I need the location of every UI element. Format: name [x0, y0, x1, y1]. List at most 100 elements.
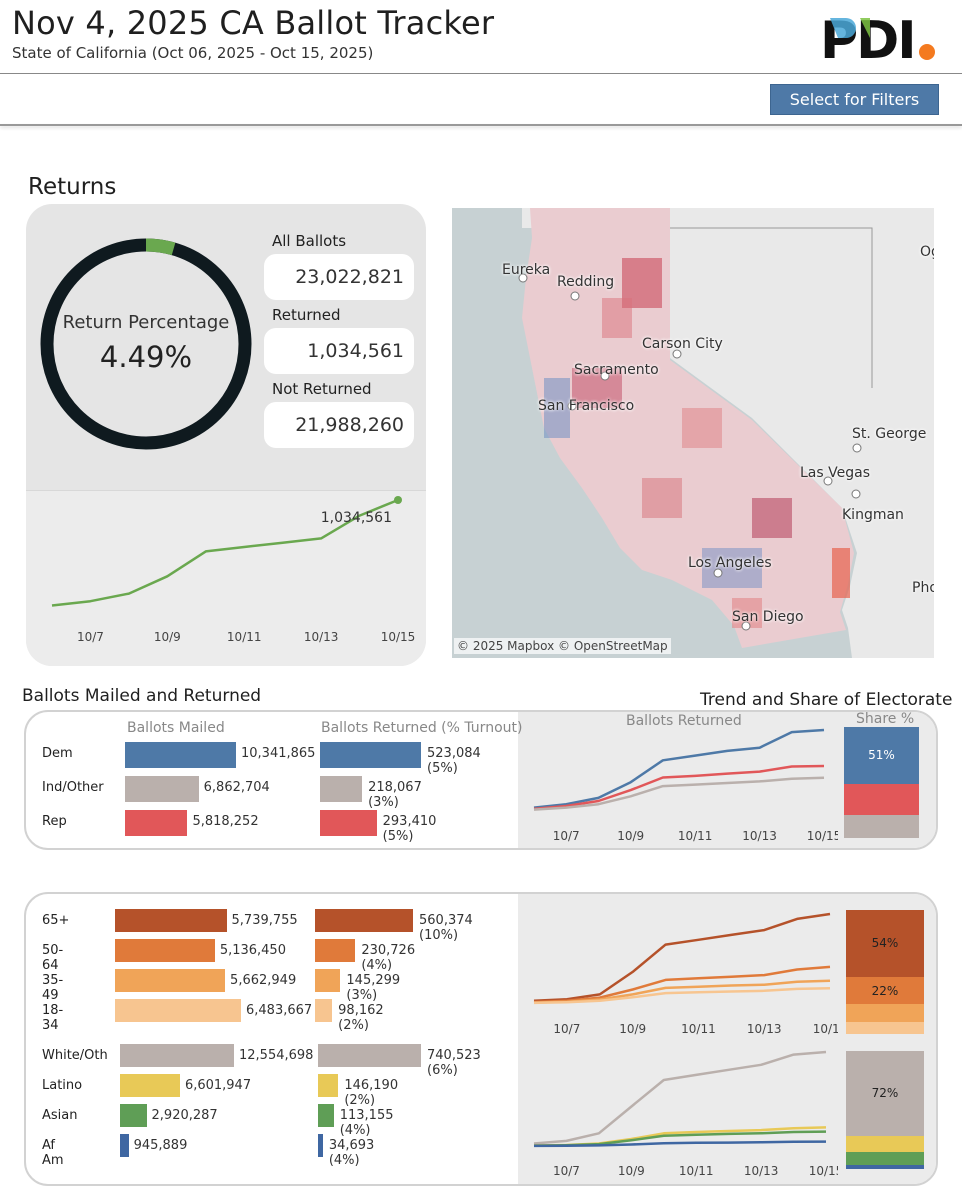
- x-tick-label: 10/13: [742, 829, 777, 843]
- x-tick-label: 10/15: [813, 1022, 838, 1036]
- mailed-bar[interactable]: [125, 810, 188, 836]
- city-dot: [518, 273, 528, 283]
- mailed-bar[interactable]: [115, 969, 226, 992]
- x-tick-label: 10/15: [809, 1164, 838, 1178]
- city-dot: [600, 371, 610, 381]
- share-segment[interactable]: [846, 1004, 924, 1022]
- donut-value: 4.49%: [99, 340, 193, 374]
- city-dot: [713, 568, 723, 578]
- city-dot: [823, 476, 833, 486]
- california-map[interactable]: Eureka Redding Carson City Sacramento Sa…: [452, 208, 934, 658]
- series-line-50-64: [533, 965, 831, 1004]
- toolbar-divider: [0, 124, 962, 126]
- returned-bar[interactable]: [315, 999, 333, 1022]
- map-graphic: [452, 208, 934, 658]
- returns-trend-area: [26, 490, 426, 666]
- share-segment[interactable]: 72%: [846, 1051, 924, 1136]
- returned-bar[interactable]: [315, 909, 413, 932]
- share-segment[interactable]: [844, 814, 919, 838]
- age-trend-chart: 10/7 10/9 10/11 10/13 10/15: [533, 912, 838, 1036]
- all-ballots-value: 23,022,821: [264, 254, 414, 300]
- series-line-returns: [51, 498, 399, 607]
- x-tick-label: 10/9: [618, 1164, 645, 1178]
- header-divider: [0, 73, 962, 74]
- share-segment[interactable]: [846, 1135, 924, 1153]
- share-segment[interactable]: [846, 1165, 924, 1169]
- series-end-point: [394, 496, 402, 504]
- share-segment[interactable]: 54%: [846, 910, 924, 977]
- returned-bar[interactable]: [318, 1074, 339, 1097]
- donut-label: Return Percentage: [62, 312, 230, 333]
- mailed-bar[interactable]: [115, 999, 241, 1022]
- map-label-pho: Pho: [912, 580, 934, 596]
- x-tick-label: 10/9: [154, 630, 181, 644]
- share-segment[interactable]: [844, 783, 919, 815]
- x-tick-label: 10/11: [227, 630, 262, 644]
- returned-bar[interactable]: [315, 939, 356, 962]
- map-label-sacramento: Sacramento: [574, 362, 659, 378]
- returned-bar[interactable]: [318, 1134, 323, 1157]
- mailed-value: 12,554,698: [239, 1048, 314, 1063]
- share-header: Share %: [856, 711, 915, 727]
- region-central-valley: [682, 408, 722, 448]
- x-tick-label: 10/13: [747, 1022, 782, 1036]
- share-segment[interactable]: [846, 1021, 924, 1034]
- returned-bar[interactable]: [320, 742, 421, 768]
- returned-value: 230,726 (4%): [361, 943, 416, 973]
- city-dot: [852, 443, 862, 453]
- mailed-bar[interactable]: [115, 939, 215, 962]
- region-la: [702, 548, 762, 588]
- returned-bar[interactable]: [318, 1044, 421, 1067]
- row-label: Rep: [42, 814, 67, 829]
- x-tick-label: 10/9: [617, 829, 644, 843]
- map-credit[interactable]: © 2025 Mapbox © OpenStreetMap: [454, 638, 671, 654]
- series-line-ind-other: [533, 776, 825, 811]
- mailed-bar[interactable]: [120, 1134, 129, 1157]
- region-bayarea: [544, 378, 570, 438]
- mailed-bar[interactable]: [120, 1104, 147, 1127]
- logo-accent-blue: [830, 18, 856, 38]
- mailed-value: 5,136,450: [219, 943, 286, 958]
- share-label: 72%: [871, 1086, 899, 1101]
- returned-header: Ballots Returned (% Turnout): [321, 720, 523, 736]
- not-returned-value: 21,988,260: [264, 402, 414, 448]
- row-label: Ind/Other: [42, 780, 104, 795]
- land-east: [522, 208, 934, 658]
- all-ballots-label: All Ballots: [272, 232, 347, 250]
- map-label-redding: Redding: [557, 274, 615, 290]
- mailed-bar[interactable]: [120, 1044, 234, 1067]
- row-label: 35-49: [42, 973, 64, 1003]
- series-line-dem: [533, 728, 825, 809]
- returned-value: 523,084 (5%): [427, 746, 481, 776]
- returned-bar[interactable]: [315, 969, 341, 992]
- share-segment[interactable]: 51%: [844, 727, 919, 784]
- series-line-white-oth: [533, 1050, 827, 1145]
- x-tick-label: 10/11: [681, 1022, 716, 1036]
- returned-bar[interactable]: [320, 776, 363, 802]
- share-segment[interactable]: 22%: [846, 976, 924, 1005]
- mailed-value: 6,601,947: [184, 1078, 252, 1093]
- mailed-value: 5,662,949: [230, 973, 297, 988]
- mailed-bar[interactable]: [115, 909, 227, 932]
- share-label: 22%: [871, 983, 899, 998]
- select-filters-button[interactable]: Select for Filters: [770, 84, 939, 115]
- region-central-coast: [642, 478, 682, 518]
- x-tick-label: 10/7: [553, 1022, 580, 1036]
- x-tick-label: 10/9: [619, 1022, 646, 1036]
- returned-bar[interactable]: [320, 810, 377, 836]
- share-label: 51%: [868, 748, 895, 763]
- x-tick-label: 10/7: [77, 630, 104, 644]
- returned-bar[interactable]: [318, 1104, 334, 1127]
- mailed-bar[interactable]: [125, 776, 199, 802]
- mailed-bar[interactable]: [120, 1074, 180, 1097]
- returned-value: 146,190 (2%): [344, 1078, 399, 1108]
- share-segment[interactable]: [846, 1152, 924, 1166]
- mailed-value: 5,739,755: [231, 913, 298, 928]
- city-dot: [570, 291, 580, 301]
- mailed-value: 6,862,704: [203, 780, 270, 795]
- city-dot: [672, 349, 682, 359]
- mailed-bar[interactable]: [125, 742, 236, 768]
- x-tick-label: 10/13: [304, 630, 339, 644]
- not-returned-label: Not Returned: [272, 380, 372, 398]
- returned-value: 145,299 (3%): [346, 973, 401, 1003]
